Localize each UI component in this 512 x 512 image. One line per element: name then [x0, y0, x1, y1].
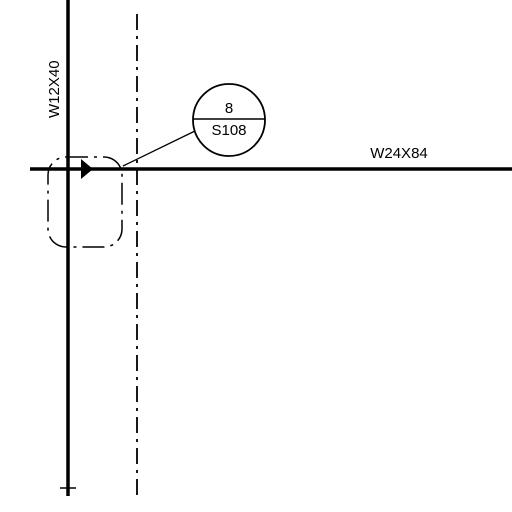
callout-leader [122, 129, 198, 167]
detail-boundary [47, 156, 123, 248]
detail-number: 8 [225, 100, 233, 117]
detail-callout[interactable]: 8 S108 [192, 83, 266, 157]
sheet-number: S108 [211, 122, 246, 139]
beam-size-label: W24X84 [370, 145, 428, 162]
callout-circle [192, 83, 266, 157]
connection-arrowhead [81, 159, 93, 179]
column-size-label: W12X40 [46, 60, 63, 118]
